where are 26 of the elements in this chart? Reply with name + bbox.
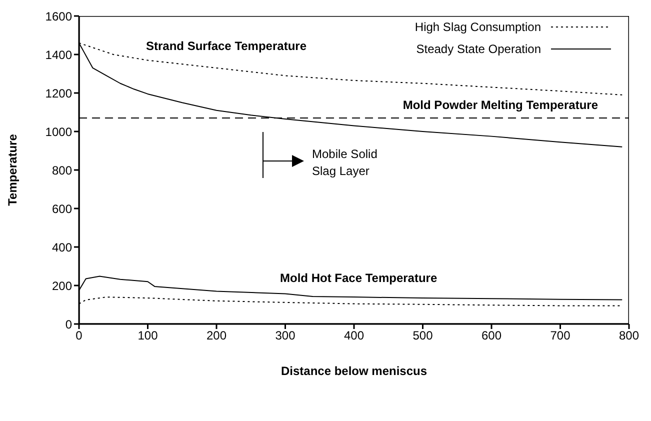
y-tick-label: 200 [52,278,72,293]
x-tick-label: 800 [618,328,640,343]
y-tick-label: 800 [52,163,72,178]
y-tick-label: 600 [52,202,72,216]
x-tick-label: 400 [344,328,364,343]
y-axis-title: Temperature [5,134,20,206]
y-tick-label: 1000 [45,124,72,139]
legend-label: Steady State Operation [416,42,541,56]
y-tick-label: 0 [65,317,72,332]
x-tick-label: 500 [412,328,434,343]
annotation: Mold Hot Face Temperature [280,270,438,287]
x-tick-label: 300 [275,328,296,343]
x-axis-title: Distance below meniscus [280,364,428,378]
y-tick-label: 400 [52,240,72,254]
x-tick-label: 200 [206,328,227,343]
x-tick-label: 700 [550,328,571,343]
x-tick-label: 600 [481,328,502,343]
annotation: Mobile Solid Slag Layer [312,146,378,180]
x-tick-label: 100 [138,328,158,343]
annotation: Strand Surface Temperature [146,38,306,55]
ref-line-label: Mold Powder Melting Temperature [402,98,598,112]
y-tick-label: 1400 [45,48,72,62]
legend-label: High Slag Consumption [414,20,541,34]
x-tick-label: 0 [76,328,83,343]
y-tick-label: 1600 [45,9,72,24]
y-tick-label: 1200 [45,86,72,100]
